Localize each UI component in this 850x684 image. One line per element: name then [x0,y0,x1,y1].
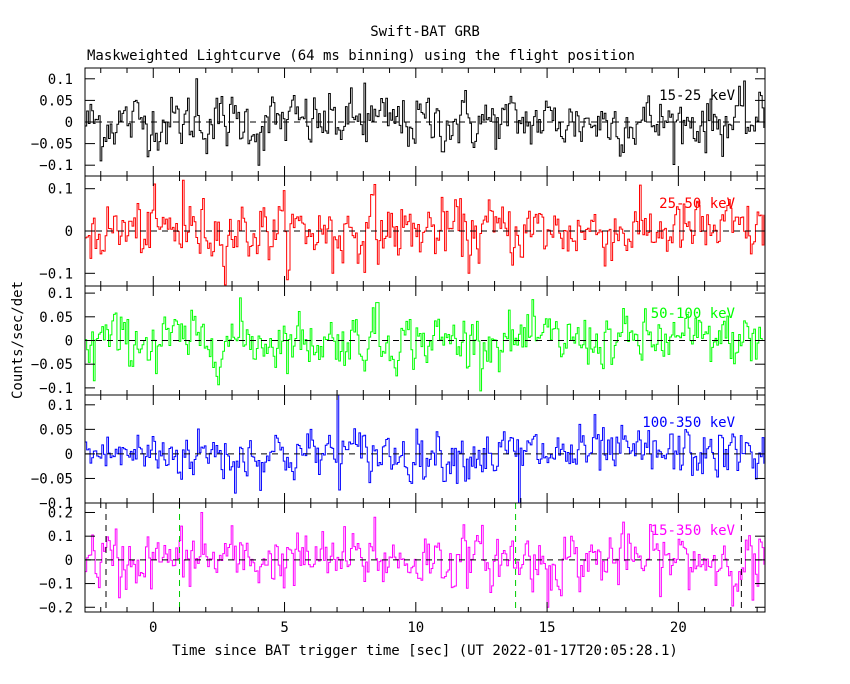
y-tick-label: 0.2 [48,505,73,521]
panel-label: 100-350 keV [642,415,735,431]
y-tick-label: −0.1 [39,381,73,397]
y-tick-label: 0 [65,334,73,350]
panel-label: 25-50 keV [659,196,735,212]
y-tick-label: 0 [65,447,73,463]
y-tick-label: −0.05 [31,357,73,373]
x-tick-label: 0 [149,620,157,636]
panel-50-100-keV: 0.1 0.05 0 −0.05 −0.1 50-100 keV [31,285,766,397]
series-line [85,394,765,504]
series-line [85,297,765,392]
series-line [85,78,765,166]
x-tick-label: 15 [539,620,556,636]
panels-group: 0.1 0.05 0 −0.05 −0.1 15-25 keV 0.1 0 −0.1 25-50 … [31,67,766,636]
x-tick-label: 20 [670,620,687,636]
x-tick-label: 10 [407,620,424,636]
y-axis-label: Counts/sec/det [10,281,26,399]
y-tick-label: −0.1 [39,496,73,512]
y-tick-label: 0.05 [39,422,73,438]
chart-subtitle: Maskweighted Lightcurve (64 ms binning) … [87,48,635,64]
y-tick-label: 0.05 [39,310,73,326]
panel-label: 15-25 keV [659,88,735,104]
y-tick-label: 0.05 [39,93,73,109]
x-axis-label: Time since BAT trigger time [sec] (UT 20… [172,643,678,659]
y-tick-label: 0.1 [48,182,73,198]
y-tick-label: 0.1 [48,529,73,545]
y-tick-label: −0.1 [39,577,73,593]
y-tick-label: −0.1 [39,266,73,282]
panel-frame [84,502,766,613]
y-tick-label: 0.1 [48,398,73,414]
panel-15-350-keV: 0.2 0.1 0 −0.1 −0.2 15-350 keV [39,502,766,616]
y-tick-label: 0.1 [48,286,73,302]
panel-label: 50-100 keV [651,306,736,322]
y-tick-label: 0 [65,553,73,569]
panel-100-350-keV: 0.1 0.05 0 −0.05 −0.1 100-350 keV [31,394,766,512]
x-tick-label: 5 [280,620,288,636]
panel-25-50-keV: 0.1 0 −0.1 25-50 keV [39,175,766,287]
y-tick-label: 0 [65,224,73,240]
y-tick-label: −0.05 [31,137,73,153]
y-tick-label: 0 [65,115,73,131]
y-tick-label: 0.1 [48,72,73,88]
y-tick-label: −0.05 [31,471,73,487]
y-tick-label: −0.1 [39,158,73,174]
chart-title: Swift-BAT GRB [370,24,480,40]
y-tick-label: −0.2 [39,600,73,616]
panel-label: 15-350 keV [651,523,736,539]
panel-15-25-keV: 0.1 0.05 0 −0.05 −0.1 15-25 keV [31,67,766,177]
series-line [85,179,765,286]
series-line [85,511,765,608]
